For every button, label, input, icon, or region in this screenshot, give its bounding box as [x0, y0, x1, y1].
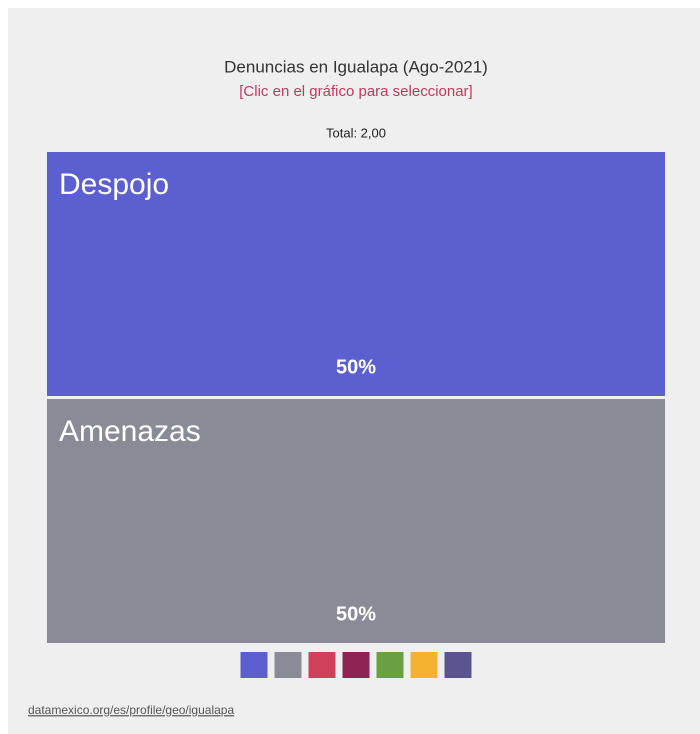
legend-swatch[interactable] — [342, 652, 370, 678]
legend-swatch[interactable] — [274, 652, 302, 678]
value-label: 50% — [336, 356, 376, 378]
legend-swatch[interactable] — [376, 652, 404, 678]
cell-label: Amenazas — [59, 415, 201, 448]
chart-subtitle[interactable]: [Clic en el gráfico para seleccionar] — [239, 83, 472, 100]
treemap-cell[interactable] — [47, 399, 665, 643]
legend-swatch[interactable] — [308, 652, 336, 678]
legend-swatch[interactable] — [410, 652, 438, 678]
value-label: 50% — [336, 603, 376, 625]
chart-title: Denuncias en Igualapa (Ago-2021) — [224, 57, 488, 76]
treemap-cell[interactable] — [47, 152, 665, 396]
cell-label: Despojo — [59, 168, 169, 201]
total-label: Total: 2,00 — [326, 125, 386, 140]
source-link[interactable]: datamexico.org/es/profile/geo/igualapa — [28, 703, 234, 717]
legend-swatch[interactable] — [444, 652, 472, 678]
legend-swatch[interactable] — [240, 652, 268, 678]
